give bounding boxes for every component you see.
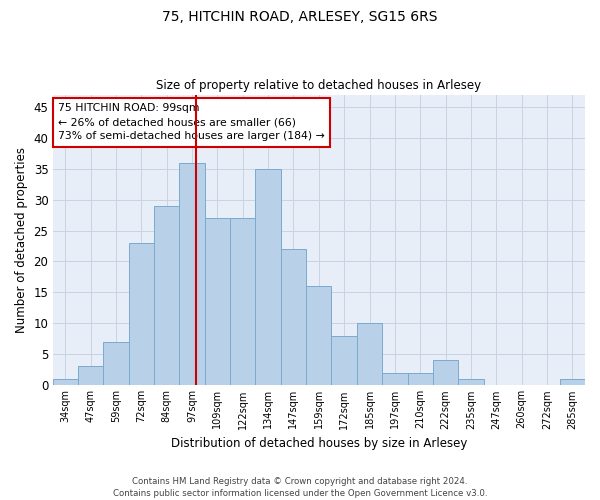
Bar <box>179 162 205 385</box>
Bar <box>281 249 306 385</box>
Text: Contains HM Land Registry data © Crown copyright and database right 2024.
Contai: Contains HM Land Registry data © Crown c… <box>113 476 487 498</box>
Bar <box>560 379 585 385</box>
Bar <box>78 366 103 385</box>
Bar <box>256 168 281 385</box>
Bar <box>53 379 78 385</box>
Bar <box>458 379 484 385</box>
Bar <box>128 243 154 385</box>
Bar <box>103 342 128 385</box>
Bar <box>357 323 382 385</box>
Bar <box>433 360 458 385</box>
Bar <box>230 218 256 385</box>
Title: Size of property relative to detached houses in Arlesey: Size of property relative to detached ho… <box>156 79 481 92</box>
Y-axis label: Number of detached properties: Number of detached properties <box>15 147 28 333</box>
Bar <box>154 206 179 385</box>
Bar <box>382 372 407 385</box>
Text: 75, HITCHIN ROAD, ARLESEY, SG15 6RS: 75, HITCHIN ROAD, ARLESEY, SG15 6RS <box>162 10 438 24</box>
Bar <box>407 372 433 385</box>
Bar <box>331 336 357 385</box>
Bar <box>205 218 230 385</box>
Bar <box>306 286 331 385</box>
Text: 75 HITCHIN ROAD: 99sqm
← 26% of detached houses are smaller (66)
73% of semi-det: 75 HITCHIN ROAD: 99sqm ← 26% of detached… <box>58 104 325 142</box>
X-axis label: Distribution of detached houses by size in Arlesey: Distribution of detached houses by size … <box>170 437 467 450</box>
